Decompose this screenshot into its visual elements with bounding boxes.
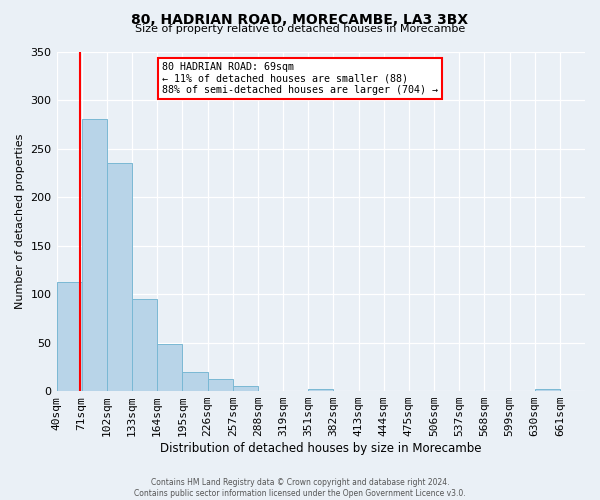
Bar (182, 372, 208, 391)
X-axis label: Distribution of detached houses by size in Morecambe: Distribution of detached houses by size … (160, 442, 482, 455)
Bar (107, 163, 132, 391)
Y-axis label: Number of detached properties: Number of detached properties (15, 134, 25, 309)
Bar (535, 389, 560, 391)
Bar (82, 120, 107, 391)
Text: Contains HM Land Registry data © Crown copyright and database right 2024.
Contai: Contains HM Land Registry data © Crown c… (134, 478, 466, 498)
Bar (233, 386, 258, 391)
Bar (157, 344, 182, 391)
Bar (208, 380, 233, 391)
Bar (132, 299, 157, 391)
Bar (308, 389, 334, 391)
Text: 80, HADRIAN ROAD, MORECAMBE, LA3 3BX: 80, HADRIAN ROAD, MORECAMBE, LA3 3BX (131, 12, 469, 26)
Text: 80 HADRIAN ROAD: 69sqm
← 11% of detached houses are smaller (88)
88% of semi-det: 80 HADRIAN ROAD: 69sqm ← 11% of detached… (162, 62, 438, 95)
Bar (56, 282, 82, 391)
Text: Size of property relative to detached houses in Morecambe: Size of property relative to detached ho… (135, 24, 465, 34)
